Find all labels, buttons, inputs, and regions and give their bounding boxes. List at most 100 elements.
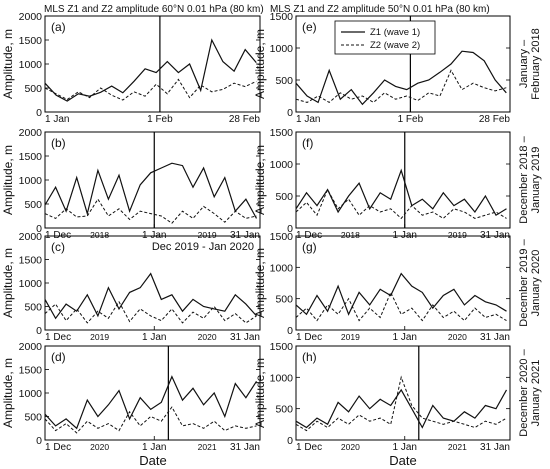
y-tick-label: 500	[24, 199, 42, 211]
y-tick-label: 0	[287, 435, 293, 447]
x-tick-label: 28 Feb	[229, 114, 261, 125]
row-label-line: January 2021	[530, 360, 542, 427]
y-tick-label: 1000	[19, 59, 43, 71]
x-tick-label: 31 Jan	[480, 332, 510, 343]
year-label: 2018	[341, 230, 360, 240]
y-tick-label: 500	[275, 75, 293, 87]
panel-label: (h)	[302, 350, 317, 364]
y-tick-label: 0	[36, 435, 42, 447]
xlabel-right: Date	[389, 453, 416, 468]
year-label: 2019	[198, 230, 217, 240]
y-tick-label: 1500	[19, 151, 43, 163]
series-line-z2	[295, 375, 507, 432]
y-tick-label: 0	[287, 107, 293, 119]
legend-box	[334, 20, 436, 55]
series-line-z1	[44, 162, 258, 219]
panel-label: (f)	[302, 136, 313, 150]
panel-label: (b)	[51, 136, 66, 150]
y-tick-label: 1000	[19, 175, 43, 187]
x-tick-label: 1 Jan	[393, 442, 417, 453]
panel-label: (c)	[51, 240, 65, 254]
panel-g: 0 500 1000 1500 1 Dec 1 Jan 31 Jan 2019 2020 (g) A…	[253, 231, 511, 343]
row-label: December 2019 –January 2020	[518, 238, 542, 326]
y-tick-label: 2000	[19, 231, 43, 243]
y-tick-label: 1500	[19, 35, 43, 47]
y-axis-label: Amplitude, m	[253, 358, 267, 428]
plot-frame	[44, 15, 261, 113]
year-label: 2018	[90, 230, 109, 240]
series-line-z2	[44, 78, 257, 101]
y-tick-label: 500	[24, 302, 42, 314]
x-tick-label: 1 Feb	[147, 114, 173, 125]
x-tick-label: 1 Feb	[398, 114, 424, 125]
year-label: 2020	[341, 442, 360, 452]
series-line-z2	[295, 188, 507, 220]
year-label: 2021	[198, 442, 217, 452]
y-tick-label: 1000	[19, 278, 43, 290]
series-line-z1	[44, 272, 257, 320]
row-label-line: February 2018	[530, 28, 542, 100]
year-label: 2019	[90, 332, 109, 342]
y-tick-label: 0	[36, 223, 42, 235]
panel-e: 0 500 1000 1500 1 Jan 1 Feb 28 Feb (e) Amplitude…	[253, 11, 511, 125]
panels: 0 500 1000 1500 2000 1 Jan 1 Feb 28 Feb (a) Ampli…	[1, 11, 511, 453]
legend-label-z1: Z1 (wave 1)	[370, 27, 420, 38]
series-line-z2	[295, 69, 507, 104]
plot-frame	[295, 235, 511, 331]
y-tick-label: 1000	[270, 159, 294, 171]
y-tick-label: 500	[275, 191, 293, 203]
panel-label: (a)	[51, 20, 66, 34]
row-label: December 2018 –January 2019	[518, 135, 542, 223]
y-tick-label: 2000	[19, 11, 43, 23]
row-label-line: January 2019	[530, 147, 542, 214]
panel-label: (d)	[51, 350, 66, 364]
series-line-z1	[295, 50, 507, 106]
y-tick-label: 500	[24, 83, 42, 95]
row-label: December 2020 –January 2021	[518, 348, 542, 436]
x-tick-label: 1 Jan	[393, 332, 417, 343]
y-tick-label: 1000	[270, 262, 294, 274]
x-tick-label: 1 Jan	[142, 442, 166, 453]
year-label: 2021	[448, 442, 467, 452]
x-tick-label: 31 Jan	[230, 442, 260, 453]
series-line-z1	[44, 375, 258, 430]
x-tick-label: 1 Jan	[296, 114, 320, 125]
year-label: 2019	[341, 332, 360, 342]
y-tick-label: 1500	[19, 255, 43, 267]
y-tick-label: 500	[275, 294, 293, 306]
y-tick-label: 1500	[270, 341, 294, 353]
series-line-z1	[295, 168, 507, 217]
y-tick-label: 0	[287, 325, 293, 337]
x-tick-label: 1 Jan	[142, 332, 166, 343]
y-tick-label: 2000	[19, 341, 43, 353]
y-axis-label: Amplitude, m	[253, 248, 267, 318]
xlabel-left: Date	[139, 453, 166, 468]
plot-frame	[295, 131, 511, 229]
title-left: MLS Z1 and Z2 amplitude 60°N 0.01 hPa (8…	[44, 4, 264, 15]
series-line-z1	[44, 38, 257, 102]
plot-frame	[295, 345, 511, 441]
row-label-line: January 2020	[530, 250, 542, 317]
legend-label-z2: Z2 (wave 2)	[370, 40, 420, 51]
x-tick-label: 1 Dec	[296, 442, 322, 453]
year-label: 2020	[90, 442, 109, 452]
row-label-line: December 2019 –	[518, 238, 530, 326]
panel-label: (g)	[302, 240, 317, 254]
series-line-z2	[44, 300, 257, 324]
plot-frame	[295, 15, 511, 113]
y-axis-label: Amplitude, m	[1, 358, 15, 428]
x-tick-label: 31 Jan	[480, 442, 510, 453]
x-tick-label: 31 Jan	[230, 332, 260, 343]
panel-a: 0 500 1000 1500 2000 1 Jan 1 Feb 28 Feb (a) Ampli…	[1, 11, 261, 125]
y-tick-label: 0	[36, 107, 42, 119]
x-tick-label: 1 Jan	[45, 114, 69, 125]
row-label-line: December 2020 –	[518, 348, 530, 436]
year-label: 2019	[448, 230, 467, 240]
y-tick-label: 0	[36, 325, 42, 337]
x-tick-label: 1 Dec	[296, 332, 322, 343]
series-line-z1	[295, 388, 508, 429]
x-tick-label: 1 Dec	[45, 442, 71, 453]
